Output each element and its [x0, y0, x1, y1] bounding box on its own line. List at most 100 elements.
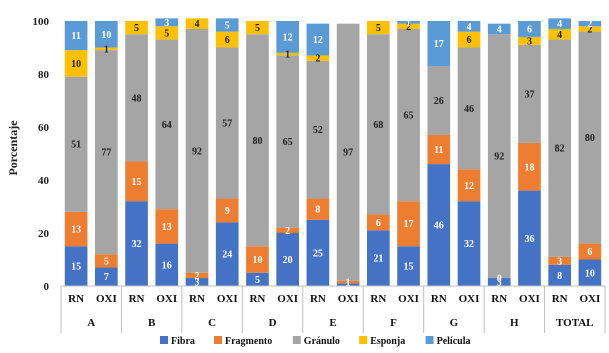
data-label: 4 [467, 22, 472, 33]
data-label: 97 [343, 148, 353, 159]
y-tick-label: 80 [38, 69, 50, 81]
bar-segment-película [306, 23, 330, 56]
data-label: 3 [195, 278, 200, 289]
bar-segment-fragmento [578, 243, 602, 260]
bar-segment-esponja [64, 50, 88, 77]
segment-labels: 1513511011757711032154851613645332924249… [71, 18, 595, 291]
y-axis-ticks: 0 20 40 60 80 100 [33, 16, 50, 293]
data-label: 16 [162, 260, 172, 271]
x-tick-label: RN [552, 293, 568, 305]
bar-segment-película [518, 21, 541, 37]
bar-segment-fibra [155, 243, 179, 286]
data-label: 11 [71, 31, 80, 42]
bar-segment-esponja [125, 21, 148, 35]
data-label: 64 [162, 120, 172, 131]
bar-segment-esponja [306, 55, 330, 61]
bar-segment-esponja [457, 31, 481, 48]
data-label: 32 [464, 239, 474, 250]
bar-segment-gránulo [246, 34, 269, 247]
x-tick-label: OXI [96, 293, 117, 305]
bar-segment-gránulo [215, 47, 239, 199]
data-label: 17 [434, 39, 444, 50]
bar-segment-fibra [215, 222, 239, 286]
bar-segment-gránulo [367, 34, 390, 215]
x-group-label: TOTAL [556, 317, 594, 329]
x-tick-label: RN [431, 293, 447, 305]
data-label: 80 [585, 133, 595, 144]
data-label: 77 [101, 148, 111, 159]
legend-label: Fragmento [225, 336, 272, 347]
data-label: 2 [587, 24, 592, 35]
data-label: 5 [255, 23, 260, 34]
data-label: 6 [527, 24, 532, 35]
data-label: 37 [524, 89, 534, 100]
x-tick-label: RN [310, 293, 326, 305]
data-label: 6 [376, 218, 381, 229]
x-tick-label: RN [68, 293, 84, 305]
x-tick-label: OXI [338, 293, 359, 305]
data-label: 8 [557, 271, 562, 282]
data-label: 10 [252, 255, 262, 266]
data-label: 32 [132, 239, 142, 250]
bar-segment-esponja [518, 36, 541, 45]
bar-segment-película [457, 21, 481, 32]
data-label: 2 [406, 22, 411, 33]
data-label: 12 [283, 32, 293, 43]
data-label: 21 [373, 254, 383, 265]
bar-segment-película [64, 21, 88, 51]
bar-segment-gránulo [427, 66, 451, 135]
x-tick-label: RN [189, 293, 205, 305]
data-label: 1 [285, 50, 290, 61]
bar-segment-fibra [246, 272, 269, 286]
x-tick-label: RN [370, 293, 386, 305]
data-label: 24 [222, 250, 232, 261]
bar-segment-gránulo [487, 34, 511, 279]
bar-segment-fragmento [457, 169, 481, 202]
bar-segment-gránulo [336, 23, 360, 281]
bar-segment-fragmento [215, 198, 239, 223]
x-group-label: B [148, 317, 156, 329]
data-label: 5 [376, 23, 381, 34]
bar-segment-fragmento [548, 256, 571, 265]
data-label: 12 [464, 181, 474, 192]
bar-segment-fibra [457, 201, 481, 286]
bar-segment-esponja [246, 21, 269, 35]
data-label: 48 [132, 93, 142, 104]
bar-segment-fibra [578, 259, 602, 286]
data-label: 12 [313, 35, 323, 46]
data-label: 2 [285, 226, 290, 237]
x-tick-label: OXI [459, 293, 480, 305]
data-label: 3 [164, 18, 169, 29]
bar-segment-fragmento [155, 209, 179, 244]
data-label: 92 [494, 152, 504, 163]
y-tick-label: 20 [38, 228, 50, 240]
data-label: 2 [195, 271, 200, 282]
x-tick-label: RN [249, 293, 265, 305]
data-label: 10 [71, 59, 81, 70]
bar-segment-fragmento [427, 134, 451, 165]
bar-segment-gránulo [64, 76, 88, 212]
data-label: 9 [225, 206, 230, 217]
data-label: 0 [497, 274, 502, 285]
x-group-label: E [329, 317, 336, 329]
legend-label: Esponja [370, 336, 405, 347]
x-group-label: F [390, 317, 397, 329]
data-label: 5 [225, 20, 230, 31]
data-label: 6 [225, 35, 230, 46]
data-label: 4 [557, 19, 562, 30]
bar-segment-película [155, 18, 179, 27]
bar-segment-gránulo [125, 34, 148, 162]
bar-segment-gránulo [155, 39, 179, 210]
x-axis: RN OXI RN OXI RN OXI RN OXI RN OXI RN OXI RN OXI RN OXI… [60, 285, 606, 333]
bar-segment-gránulo [518, 44, 541, 143]
x-group-label: G [450, 317, 459, 329]
data-label: 8 [315, 205, 320, 216]
data-label: 36 [524, 234, 534, 245]
bar-segment-fibra [125, 201, 148, 286]
data-label: 15 [132, 177, 142, 188]
data-label: 46 [434, 221, 444, 232]
y-axis-title: Porcentaje [6, 120, 20, 176]
bar-segment-fibra [427, 164, 451, 286]
data-label: 17 [404, 219, 414, 230]
data-label: 4 [557, 30, 562, 41]
